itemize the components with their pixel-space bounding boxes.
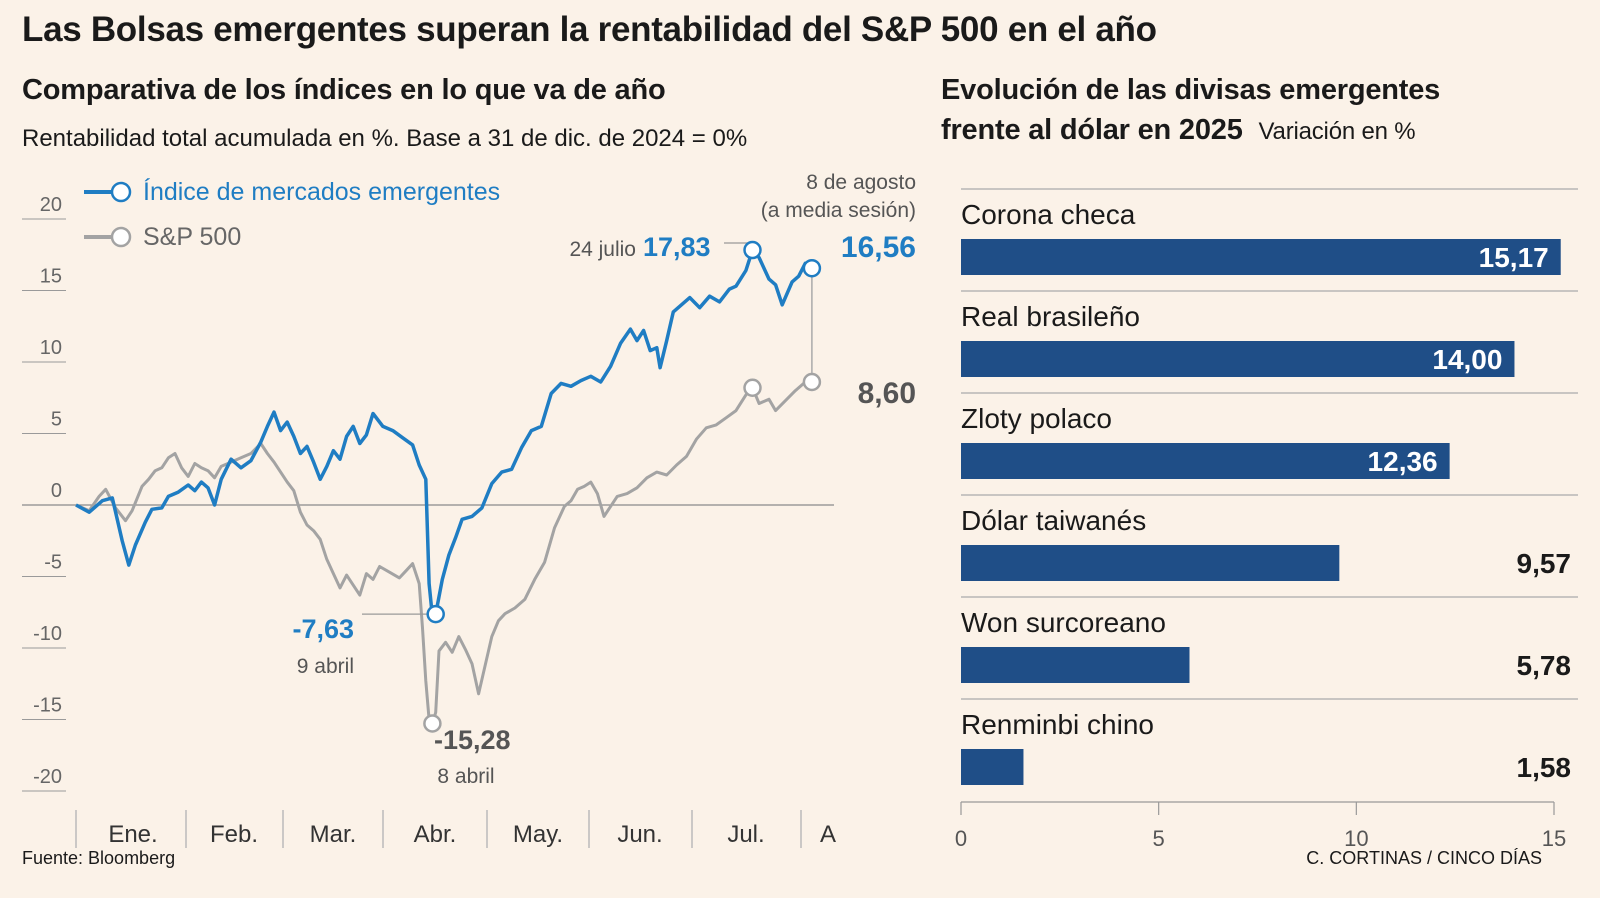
y-tick-label: -15 — [33, 695, 62, 717]
y-tick-label: 15 — [40, 266, 62, 288]
bar-category-label: Real brasileño — [961, 301, 1140, 332]
x-tick-label: Ene. — [108, 821, 157, 848]
bar-category-label: Won surcoreano — [961, 607, 1166, 638]
bar-category-label: Zloty polaco — [961, 403, 1112, 434]
bar — [961, 749, 1024, 785]
y-tick-label: -10 — [33, 623, 62, 645]
sp-last-value: 8,60 — [858, 377, 916, 410]
bar-value-label: 9,57 — [1517, 548, 1572, 579]
bar-value-label: 12,36 — [1368, 446, 1438, 477]
em-last-date-1: 8 de agosto — [806, 171, 916, 194]
sp-recent-marker — [743, 378, 762, 397]
x-tick-label: Abr. — [414, 821, 457, 848]
sp-low-date: 8 abril — [437, 765, 494, 788]
em-last-date-2: (a media sesión) — [761, 199, 916, 222]
bar — [961, 239, 1561, 275]
x-tick-label: Jun. — [617, 821, 662, 848]
em-low-value: -7,63 — [292, 614, 354, 644]
bar — [961, 647, 1190, 683]
right-subtitle-text: frente al dólar en 2025 — [941, 114, 1243, 146]
em-last-value: 16,56 — [841, 231, 916, 264]
series-line-sp500 — [75, 380, 812, 725]
bar — [961, 545, 1340, 581]
sp-low-value: -15,28 — [434, 725, 511, 755]
bar-value-label: 5,78 — [1517, 650, 1572, 681]
x-tick-label: A — [820, 821, 836, 848]
legend-marker-emerging — [110, 181, 132, 203]
bar-value-label: 14,00 — [1432, 344, 1502, 375]
y-tick-label: 10 — [40, 337, 62, 359]
bar-value-label: 1,58 — [1517, 752, 1572, 783]
em-peak-date: 24 julio — [569, 238, 636, 261]
right-subtitle-line2: frente al dólar en 2025 Variación en % — [941, 114, 1416, 147]
bar-category-label: Dólar taiwanés — [961, 505, 1146, 536]
x-tick-label: Feb. — [210, 821, 258, 848]
source: Fuente: Bloomberg — [22, 848, 176, 868]
y-tick-label: -5 — [44, 552, 62, 574]
y-tick-label: 5 — [51, 409, 62, 431]
left-subtitle: Comparativa de los índices en lo que va … — [22, 74, 666, 106]
sp-last-marker — [802, 372, 822, 392]
em-peak-value: 17,83 — [643, 232, 711, 262]
em-peak-marker — [743, 240, 762, 260]
right-subtitle-line1: Evolución de las divisas emergentes — [941, 74, 1441, 106]
bar-category-label: Corona checa — [961, 199, 1136, 230]
x-tick-label: May. — [513, 821, 563, 848]
right-unit: Variación en % — [1258, 118, 1416, 145]
bar — [961, 341, 1515, 377]
legend-marker-sp500 — [110, 226, 132, 248]
legend-label-sp500: S&P 500 — [143, 223, 241, 251]
y-tick-label: -20 — [33, 766, 62, 788]
main-title: Las Bolsas emergentes superan la rentabi… — [22, 10, 1157, 49]
bar-category-label: Renminbi chino — [961, 709, 1154, 740]
em-last-marker — [802, 258, 822, 278]
credit: C. CORTINAS / CINCO DÍAS — [1306, 848, 1542, 868]
em-low-marker — [426, 604, 445, 624]
x-tick-label: Jul. — [727, 821, 764, 848]
bar-x-tick-label: 5 — [1153, 826, 1165, 851]
x-tick-label: Mar. — [310, 821, 357, 848]
sp-low-marker — [423, 714, 442, 733]
y-tick-label: 0 — [51, 480, 62, 502]
y-tick-label: 20 — [40, 194, 62, 216]
em-low-date: 9 abril — [297, 655, 354, 678]
legend-label-emerging: Índice de mercados emergentes — [143, 177, 500, 206]
bar-value-label: 15,17 — [1479, 242, 1549, 273]
bar-x-tick-label: 15 — [1542, 826, 1566, 851]
bar-x-tick-label: 10 — [1344, 826, 1368, 851]
bar — [961, 443, 1450, 479]
bar-x-tick-label: 0 — [955, 826, 967, 851]
left-description: Rentabilidad total acumulada en %. Base … — [22, 125, 748, 152]
